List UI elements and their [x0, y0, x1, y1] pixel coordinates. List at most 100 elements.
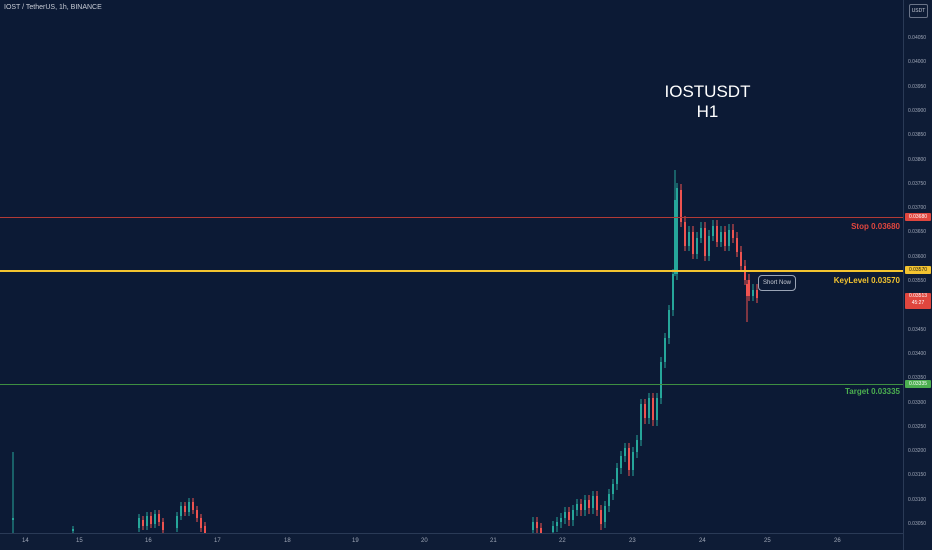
candle: [540, 523, 542, 533]
currency-badge[interactable]: USDT: [909, 4, 928, 18]
stop-price-tag: 0.03680: [905, 213, 931, 221]
chart-area[interactable]: IOST / TetherUS, 1h, BINANCE IOSTUSDT H1…: [0, 0, 903, 533]
candle: [708, 230, 710, 261]
target-level-line[interactable]: [0, 384, 903, 385]
candle: [620, 451, 622, 474]
candle: [572, 505, 574, 526]
candle: [196, 506, 198, 522]
price-tick: 0.03950: [908, 83, 927, 90]
time-tick: 18: [284, 538, 291, 544]
symbol-title[interactable]: IOST / TetherUS, 1h, BINANCE: [4, 4, 102, 11]
candle: [158, 510, 160, 526]
price-tick: 0.03550: [908, 278, 927, 284]
candle: [576, 499, 578, 516]
price-tick: 0.03900: [908, 107, 927, 114]
candle: [204, 522, 206, 533]
candle: [674, 170, 676, 276]
candle: [636, 435, 638, 458]
watermark-timeframe: H1: [696, 102, 719, 121]
candle: [692, 226, 694, 259]
candle: [12, 452, 14, 533]
candle: [704, 222, 706, 261]
time-axis[interactable]: 14 15 16 17 18 19 20 21 22 23 24 25 26: [0, 533, 903, 550]
candle: [744, 260, 746, 285]
time-tick: 25: [764, 538, 771, 544]
price-tick: 0.03050: [908, 521, 927, 527]
candle: [188, 498, 190, 516]
candle: [644, 399, 646, 424]
key-level-label: KeyLevel 0.03570: [833, 276, 900, 285]
price-tick: 0.03100: [908, 496, 927, 503]
price-tick: 0.03600: [908, 253, 927, 260]
target-price-tag: 0.03335: [905, 380, 931, 388]
price-axis[interactable]: USDT 0.04050 0.04000 0.03950 0.03900 0.03850…: [903, 0, 932, 550]
time-tick: 24: [699, 538, 706, 544]
candle: [748, 274, 750, 301]
key-level-line[interactable]: [0, 270, 903, 272]
candle: [652, 393, 654, 426]
candle: [138, 514, 140, 532]
candle: [740, 246, 742, 271]
price-tick: 0.03450: [908, 326, 927, 333]
price-tick: 0.03800: [908, 156, 927, 163]
candle: [736, 232, 738, 257]
candle: [612, 479, 614, 500]
candle: [728, 224, 730, 251]
price-tick: 0.03700: [908, 205, 927, 212]
candle: [608, 489, 610, 512]
candle: [648, 393, 650, 424]
price-tick: 0.03300: [908, 399, 927, 406]
candle: [660, 357, 662, 404]
candle: [752, 284, 754, 301]
candle: [724, 226, 726, 251]
time-tick: 14: [22, 538, 29, 544]
target-level-label: Target 0.03335: [845, 387, 900, 396]
candle: [756, 284, 758, 303]
time-tick: 23: [629, 538, 636, 544]
candle: [684, 216, 686, 251]
candle: [628, 443, 630, 476]
candle: [72, 526, 74, 533]
candle: [200, 514, 202, 532]
price-tick: 0.03650: [908, 229, 927, 236]
time-tick: 26: [834, 538, 841, 544]
short-now-callout[interactable]: Short Now: [758, 275, 796, 291]
price-tick: 0.03150: [908, 472, 927, 479]
candle: [142, 516, 144, 530]
price-tick: 0.03250: [908, 423, 927, 430]
candle: [680, 184, 682, 227]
time-tick: 15: [76, 538, 83, 544]
candlestick-series: [12, 170, 758, 533]
candle: [672, 269, 674, 316]
price-tick: 0.04050: [908, 35, 927, 41]
price-tick: 0.03850: [908, 132, 927, 139]
candle: [732, 224, 734, 243]
watermark-symbol: IOSTUSDT: [664, 82, 751, 101]
current-price-tag: 0.03513 45:27: [905, 293, 931, 309]
candle: [700, 222, 702, 243]
candle: [746, 280, 748, 322]
time-tick: 21: [490, 538, 497, 544]
candle: [696, 232, 698, 259]
candle: [184, 502, 186, 516]
candle: [676, 183, 678, 280]
candle: [632, 447, 634, 476]
time-tick: 19: [352, 538, 359, 544]
candle: [162, 518, 164, 533]
price-tick: 0.04000: [908, 59, 927, 66]
candle: [600, 505, 602, 530]
candle: [154, 510, 156, 528]
current-price: 0.03513: [908, 293, 928, 299]
candle: [688, 226, 690, 251]
candle: [564, 507, 566, 524]
candle: [532, 517, 534, 533]
candle-countdown: 45:27: [911, 300, 925, 306]
candle: [176, 512, 178, 532]
candle: [552, 521, 554, 533]
candle: [146, 512, 148, 530]
stop-level-line[interactable]: [0, 217, 903, 218]
candle: [640, 399, 642, 446]
price-tick: 0.03200: [908, 448, 927, 455]
candle: [716, 220, 718, 247]
candle: [192, 498, 194, 514]
